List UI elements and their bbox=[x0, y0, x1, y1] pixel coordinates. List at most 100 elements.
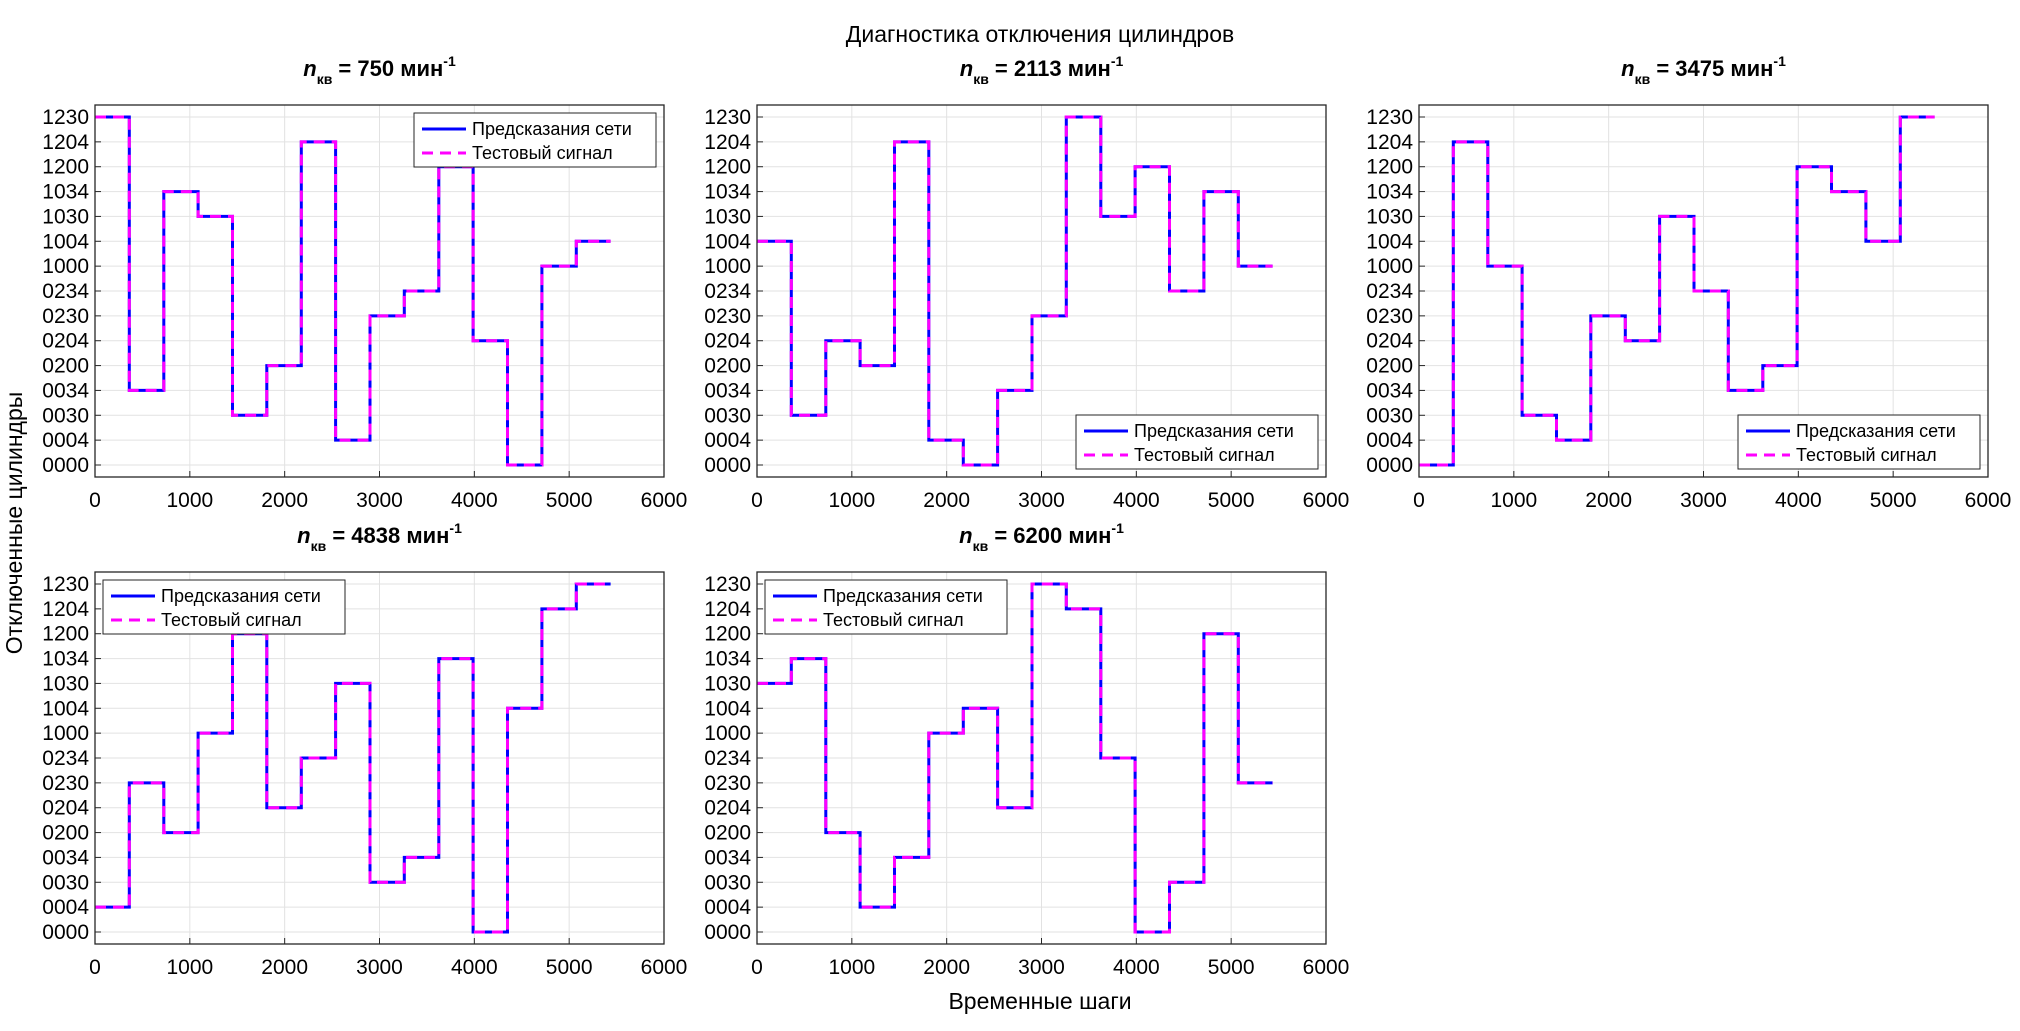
subplot-title: nкв = 2113 мин-1 bbox=[960, 53, 1124, 87]
legend: Предсказания сети Тестовый сигнал bbox=[764, 579, 1008, 635]
legend-box bbox=[102, 579, 346, 635]
y-tick-label: 1230 bbox=[42, 106, 89, 129]
y-tick-label: 0234 bbox=[704, 747, 751, 770]
legend-label-prediction: Предсказания сети bbox=[472, 119, 632, 139]
y-tick-label: 1230 bbox=[704, 573, 751, 596]
x-tick-label: 5000 bbox=[1870, 489, 1917, 512]
x-tick-label: 6000 bbox=[1303, 956, 1350, 979]
y-tick-label: 0000 bbox=[42, 454, 89, 477]
axes-box bbox=[1418, 104, 1989, 478]
x-tick-label: 0 bbox=[89, 489, 101, 512]
y-tick-label: 0000 bbox=[1366, 454, 1413, 477]
series-line-test bbox=[95, 115, 611, 467]
legend-label-test: Тестовый сигнал bbox=[1796, 445, 1937, 465]
x-tick-label: 3000 bbox=[356, 956, 403, 979]
x-tick-label: 1000 bbox=[828, 956, 875, 979]
x-tick-label: 3000 bbox=[1018, 489, 1065, 512]
y-tick-label: 0200 bbox=[704, 822, 751, 845]
legend-label-prediction: Предсказания сети bbox=[1796, 421, 1956, 441]
series-line-test bbox=[757, 115, 1273, 467]
y-tick-label: 1034 bbox=[42, 181, 89, 204]
y-tick-label: 0030 bbox=[1366, 404, 1413, 427]
x-tick-label: 4000 bbox=[1113, 956, 1160, 979]
x-tick-label: 5000 bbox=[546, 489, 593, 512]
series-line-test bbox=[757, 582, 1273, 934]
y-tick-label: 0030 bbox=[42, 404, 89, 427]
x-tick-label: 4000 bbox=[451, 956, 498, 979]
y-tick-label: 1004 bbox=[42, 697, 89, 720]
x-axis-label: Временные шаги bbox=[948, 988, 1131, 1014]
y-tick-label: 0204 bbox=[42, 797, 89, 820]
x-tick-label: 0 bbox=[751, 489, 763, 512]
y-tick-label: 1200 bbox=[42, 156, 89, 179]
y-tick-label: 1004 bbox=[704, 230, 751, 253]
y-tick-label: 0004 bbox=[42, 429, 89, 452]
x-tick-label: 2000 bbox=[923, 956, 970, 979]
y-tick-label: 1200 bbox=[1366, 156, 1413, 179]
y-tick-label: 0034 bbox=[42, 379, 89, 402]
y-tick-label: 1230 bbox=[1366, 106, 1413, 129]
x-tick-label: 2000 bbox=[261, 489, 308, 512]
y-tick-label: 0204 bbox=[1366, 330, 1413, 353]
x-tick-label: 3000 bbox=[356, 489, 403, 512]
x-tick-label: 4000 bbox=[1775, 489, 1822, 512]
subplot-2: 0000000400300034020002040230023410001004… bbox=[704, 53, 1349, 512]
y-tick-label: 1004 bbox=[42, 230, 89, 253]
x-tick-label: 2000 bbox=[923, 489, 970, 512]
legend-label-test: Тестовый сигнал bbox=[1134, 445, 1275, 465]
y-tick-label: 0234 bbox=[42, 280, 89, 303]
legend-label-test: Тестовый сигнал bbox=[472, 143, 613, 163]
x-tick-label: 1000 bbox=[1490, 489, 1537, 512]
y-tick-label: 1200 bbox=[42, 623, 89, 646]
y-tick-label: 0204 bbox=[704, 330, 751, 353]
x-tick-label: 6000 bbox=[641, 956, 688, 979]
subplot-4: 0000000400300034020002040230023410001004… bbox=[42, 520, 687, 979]
y-tick-label: 0230 bbox=[42, 772, 89, 795]
axes-box bbox=[94, 104, 665, 478]
y-tick-label: 1030 bbox=[42, 672, 89, 695]
x-tick-label: 1000 bbox=[166, 489, 213, 512]
x-tick-label: 5000 bbox=[1208, 956, 1255, 979]
y-tick-label: 1230 bbox=[42, 573, 89, 596]
y-tick-label: 0030 bbox=[42, 871, 89, 894]
y-tick-label: 0034 bbox=[42, 846, 89, 869]
x-tick-label: 0 bbox=[89, 956, 101, 979]
y-tick-label: 1204 bbox=[42, 598, 89, 621]
y-tick-label: 1000 bbox=[42, 255, 89, 278]
x-tick-label: 2000 bbox=[261, 956, 308, 979]
legend: Предсказания сети Тестовый сигнал bbox=[102, 579, 346, 635]
y-tick-label: 1004 bbox=[704, 697, 751, 720]
x-tick-label: 6000 bbox=[1965, 489, 2012, 512]
y-tick-label: 0230 bbox=[42, 305, 89, 328]
y-tick-label: 0204 bbox=[42, 330, 89, 353]
legend-box bbox=[764, 579, 1008, 635]
subplots: 0000000400300034020002040230023410001004… bbox=[42, 53, 2011, 979]
x-tick-label: 4000 bbox=[451, 489, 498, 512]
legend-box bbox=[413, 112, 657, 168]
y-tick-label: 0200 bbox=[1366, 355, 1413, 378]
subplot-1: 0000000400300034020002040230023410001004… bbox=[42, 53, 687, 512]
y-tick-label: 1034 bbox=[42, 648, 89, 671]
y-tick-label: 1034 bbox=[704, 181, 751, 204]
axes-box bbox=[756, 571, 1327, 945]
y-tick-label: 0204 bbox=[704, 797, 751, 820]
legend: Предсказания сети Тестовый сигнал bbox=[1075, 414, 1319, 470]
subplot-5: 0000000400300034020002040230023410001004… bbox=[704, 520, 1349, 979]
y-tick-label: 0230 bbox=[1366, 305, 1413, 328]
legend-label-prediction: Предсказания сети bbox=[823, 586, 983, 606]
y-tick-label: 1204 bbox=[1366, 131, 1413, 154]
y-tick-label: 1000 bbox=[704, 722, 751, 745]
subplot-title: nкв = 750 мин-1 bbox=[303, 53, 456, 87]
y-tick-label: 0004 bbox=[704, 896, 751, 919]
y-tick-label: 0004 bbox=[42, 896, 89, 919]
axes-box bbox=[94, 571, 665, 945]
y-tick-label: 0230 bbox=[704, 772, 751, 795]
y-tick-label: 0200 bbox=[42, 822, 89, 845]
y-tick-label: 0004 bbox=[1366, 429, 1413, 452]
y-tick-label: 0234 bbox=[1366, 280, 1413, 303]
y-tick-label: 1034 bbox=[704, 648, 751, 671]
x-tick-label: 3000 bbox=[1680, 489, 1727, 512]
series-line-test bbox=[95, 582, 611, 934]
legend-label-test: Тестовый сигнал bbox=[161, 610, 302, 630]
